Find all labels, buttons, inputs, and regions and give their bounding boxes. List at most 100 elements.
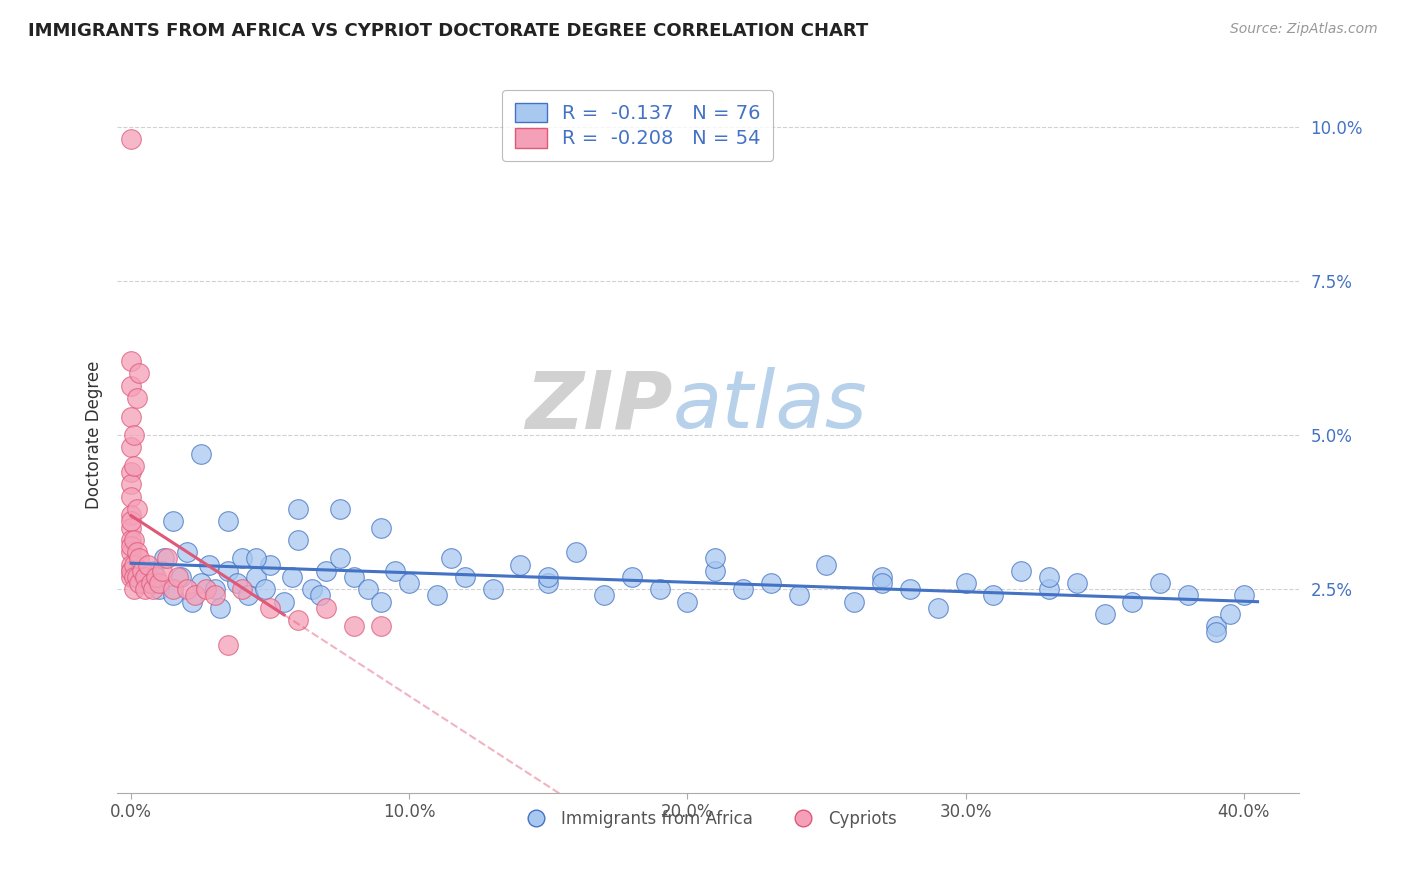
Point bbox=[120, 558, 142, 572]
Point bbox=[120, 533, 142, 547]
Point bbox=[370, 594, 392, 608]
Point bbox=[870, 576, 893, 591]
Point bbox=[898, 582, 921, 597]
Point bbox=[120, 514, 142, 528]
Point bbox=[342, 619, 364, 633]
Point bbox=[120, 564, 142, 578]
Point bbox=[676, 594, 699, 608]
Point bbox=[844, 594, 866, 608]
Point bbox=[927, 600, 949, 615]
Point bbox=[122, 533, 145, 547]
Point bbox=[134, 582, 156, 597]
Point bbox=[120, 465, 142, 479]
Point bbox=[122, 558, 145, 572]
Point bbox=[245, 570, 267, 584]
Point bbox=[1177, 588, 1199, 602]
Point bbox=[815, 558, 838, 572]
Point bbox=[148, 582, 170, 597]
Point bbox=[398, 576, 420, 591]
Point bbox=[204, 588, 226, 602]
Point bbox=[122, 570, 145, 584]
Point bbox=[217, 514, 239, 528]
Point bbox=[253, 582, 276, 597]
Y-axis label: Doctorate Degree: Doctorate Degree bbox=[86, 361, 103, 509]
Point bbox=[142, 582, 165, 597]
Point bbox=[287, 502, 309, 516]
Point bbox=[955, 576, 977, 591]
Point bbox=[142, 564, 165, 578]
Point bbox=[148, 576, 170, 591]
Point bbox=[128, 367, 150, 381]
Point bbox=[204, 582, 226, 597]
Point bbox=[287, 613, 309, 627]
Point bbox=[259, 600, 281, 615]
Point bbox=[356, 582, 378, 597]
Point bbox=[1219, 607, 1241, 621]
Point bbox=[190, 446, 212, 460]
Point bbox=[167, 570, 190, 584]
Point bbox=[176, 545, 198, 559]
Point bbox=[537, 576, 560, 591]
Point bbox=[1149, 576, 1171, 591]
Point bbox=[125, 570, 148, 584]
Point bbox=[315, 600, 337, 615]
Point bbox=[245, 551, 267, 566]
Point bbox=[120, 132, 142, 146]
Text: IMMIGRANTS FROM AFRICA VS CYPRIOT DOCTORATE DEGREE CORRELATION CHART: IMMIGRANTS FROM AFRICA VS CYPRIOT DOCTOR… bbox=[28, 22, 869, 40]
Point bbox=[170, 570, 193, 584]
Point bbox=[120, 490, 142, 504]
Point bbox=[287, 533, 309, 547]
Point bbox=[134, 576, 156, 591]
Point bbox=[565, 545, 588, 559]
Point bbox=[120, 378, 142, 392]
Text: atlas: atlas bbox=[672, 368, 868, 445]
Point bbox=[1121, 594, 1143, 608]
Point bbox=[236, 588, 259, 602]
Point bbox=[162, 588, 184, 602]
Point bbox=[440, 551, 463, 566]
Point bbox=[120, 354, 142, 368]
Point bbox=[1066, 576, 1088, 591]
Point bbox=[329, 551, 352, 566]
Point bbox=[309, 588, 332, 602]
Point bbox=[122, 458, 145, 473]
Point bbox=[217, 638, 239, 652]
Point bbox=[329, 502, 352, 516]
Point bbox=[704, 564, 727, 578]
Point bbox=[225, 576, 247, 591]
Point bbox=[426, 588, 449, 602]
Point bbox=[120, 539, 142, 553]
Point bbox=[190, 576, 212, 591]
Point bbox=[620, 570, 643, 584]
Point bbox=[231, 551, 253, 566]
Point bbox=[125, 570, 148, 584]
Point bbox=[122, 428, 145, 442]
Point bbox=[120, 409, 142, 424]
Point bbox=[370, 520, 392, 534]
Point bbox=[181, 594, 204, 608]
Point bbox=[162, 582, 184, 597]
Point bbox=[128, 551, 150, 566]
Point bbox=[145, 570, 167, 584]
Point bbox=[370, 619, 392, 633]
Point bbox=[125, 545, 148, 559]
Point bbox=[731, 582, 754, 597]
Point bbox=[128, 576, 150, 591]
Point bbox=[1010, 564, 1032, 578]
Point bbox=[131, 564, 153, 578]
Point bbox=[195, 582, 218, 597]
Point bbox=[1205, 625, 1227, 640]
Legend: Immigrants from Africa, Cypriots: Immigrants from Africa, Cypriots bbox=[513, 803, 904, 834]
Point bbox=[1205, 619, 1227, 633]
Text: Source: ZipAtlas.com: Source: ZipAtlas.com bbox=[1230, 22, 1378, 37]
Point bbox=[184, 588, 207, 602]
Point bbox=[509, 558, 531, 572]
Point bbox=[870, 570, 893, 584]
Point bbox=[125, 502, 148, 516]
Point bbox=[593, 588, 616, 602]
Point bbox=[281, 570, 304, 584]
Point bbox=[120, 477, 142, 491]
Point bbox=[217, 564, 239, 578]
Point bbox=[120, 441, 142, 455]
Point bbox=[1094, 607, 1116, 621]
